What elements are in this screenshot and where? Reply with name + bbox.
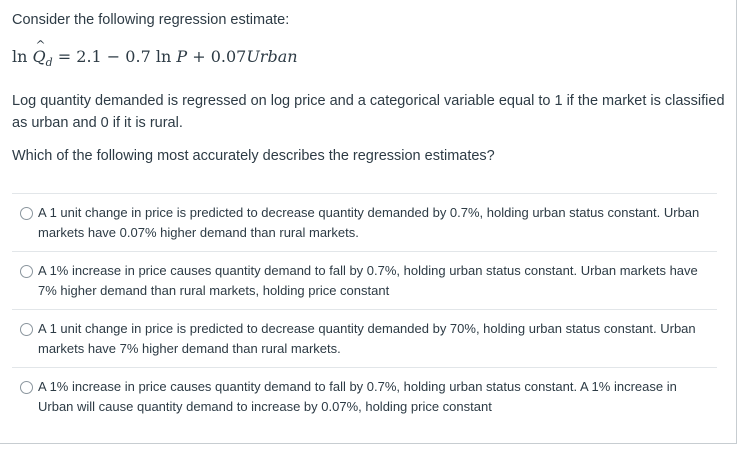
radio-button[interactable] <box>20 323 33 336</box>
answer-label: A 1 unit change in price is predicted to… <box>38 321 696 356</box>
answer-option[interactable]: A 1 unit change in price is predicted to… <box>12 310 717 368</box>
answer-label: A 1% increase in price causes quantity d… <box>38 263 698 298</box>
question-prompt: Which of the following most accurately d… <box>12 148 495 164</box>
radio-button[interactable] <box>20 381 33 394</box>
equation-ln: ln <box>12 47 28 66</box>
answer-label: A 1% increase in price causes quantity d… <box>38 379 677 414</box>
question-intro: Consider the following regression estima… <box>12 12 290 28</box>
question-card: Consider the following regression estima… <box>0 0 737 444</box>
equation-urban: Urban <box>246 47 298 66</box>
answer-list: A 1 unit change in price is predicted to… <box>12 193 717 425</box>
answer-option[interactable]: A 1% increase in price causes quantity d… <box>12 252 717 310</box>
question-description: Log quantity demanded is regressed on lo… <box>12 93 725 131</box>
equation-price: P <box>176 47 188 66</box>
equation-q-hat: Q <box>33 38 46 66</box>
radio-button[interactable] <box>20 265 33 278</box>
radio-button[interactable] <box>20 207 33 220</box>
equation-plus: + 0.07 <box>187 47 247 66</box>
answer-label: A 1 unit change in price is predicted to… <box>38 205 700 240</box>
answer-option[interactable]: A 1 unit change in price is predicted to… <box>12 194 717 252</box>
equation-rhs: = 2.1 − 0.7 ln <box>57 47 177 66</box>
regression-equation: ln Qd = 2.1 − 0.7 ln P + 0.07Urban <box>12 38 298 70</box>
equation-subscript: d <box>45 56 53 70</box>
answer-option[interactable]: A 1% increase in price causes quantity d… <box>12 368 717 425</box>
